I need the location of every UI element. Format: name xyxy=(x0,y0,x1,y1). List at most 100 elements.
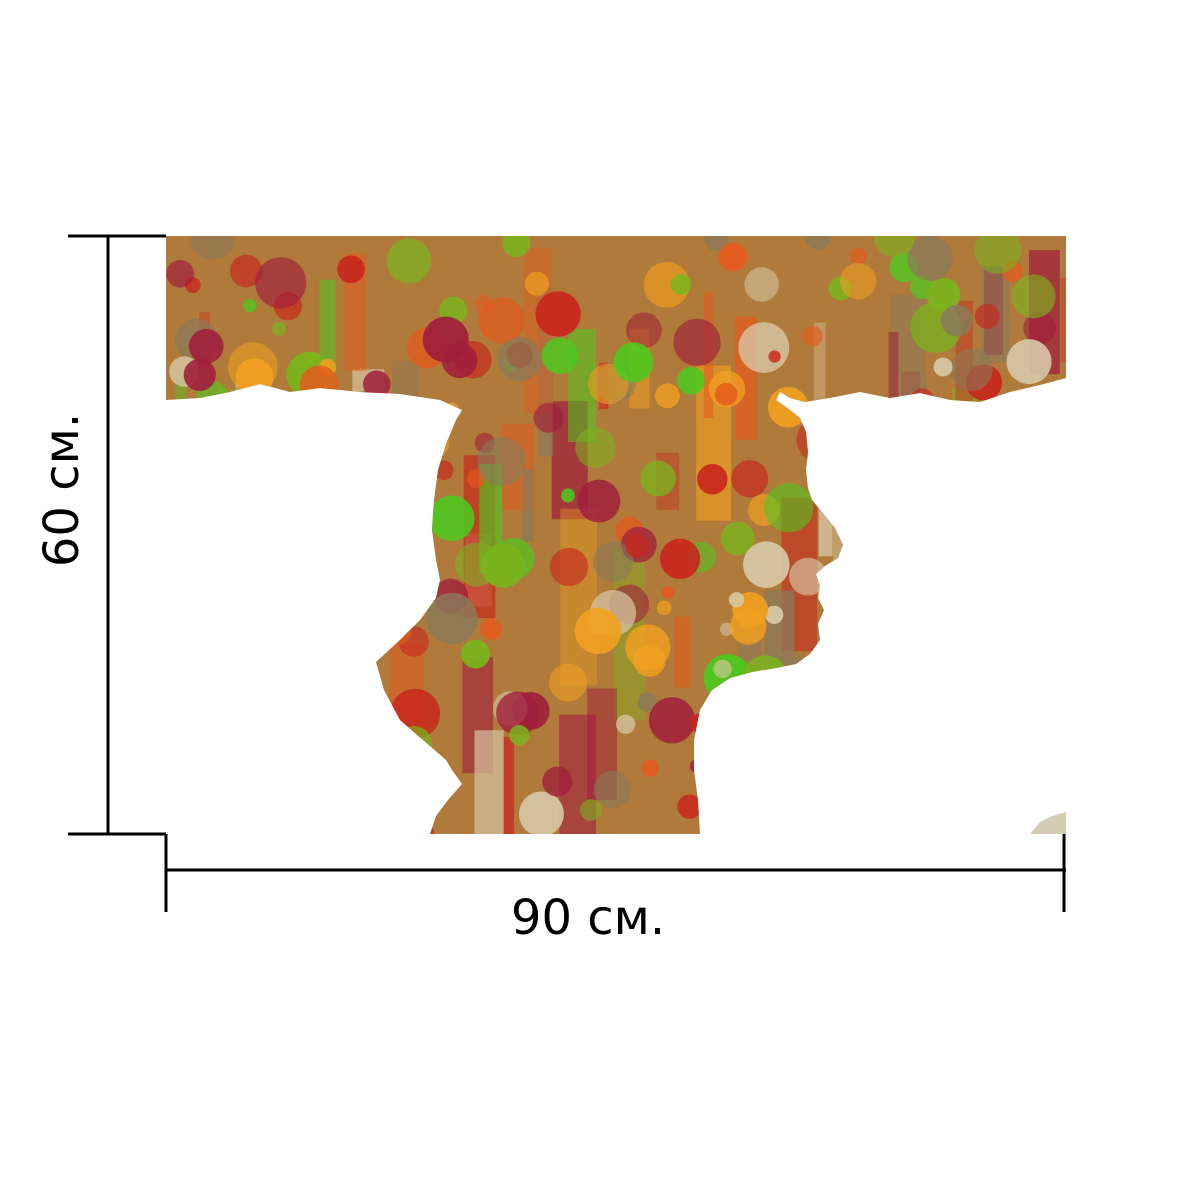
paint-dot xyxy=(265,506,298,540)
paint-dot xyxy=(190,236,236,260)
paint-streak xyxy=(964,548,983,676)
paint-dot xyxy=(180,519,207,546)
paint-dot xyxy=(234,602,263,631)
paint-dot xyxy=(324,545,341,562)
paint-dot xyxy=(378,587,413,622)
paint-dot xyxy=(904,746,952,795)
paint-dot xyxy=(293,724,332,763)
paint-dot xyxy=(549,547,589,587)
paint-streak xyxy=(735,724,771,793)
paint-dot xyxy=(892,486,914,508)
paint-streak xyxy=(996,621,1025,743)
paint-dot xyxy=(384,523,405,545)
paint-dot xyxy=(764,483,814,533)
paint-streak xyxy=(502,736,515,834)
paint-dot xyxy=(916,754,958,796)
paint-dot xyxy=(643,262,690,308)
paint-dot xyxy=(288,468,329,509)
paint-dot xyxy=(243,298,257,313)
paint-dot xyxy=(729,608,767,645)
paint-dot xyxy=(714,382,738,406)
paint-streak xyxy=(523,469,534,542)
paint-dot xyxy=(166,560,210,605)
paint-dot xyxy=(917,602,969,654)
paint-streak xyxy=(945,678,976,834)
paint-dot xyxy=(697,463,728,495)
paint-dot xyxy=(814,663,867,715)
paint-dot xyxy=(363,370,391,398)
paint-streak xyxy=(833,510,862,584)
paint-dot xyxy=(661,586,675,599)
paint-dot xyxy=(245,707,285,747)
paint-dot xyxy=(541,337,578,374)
artwork-image xyxy=(166,236,1066,834)
paint-dot xyxy=(992,560,1029,598)
paint-dot xyxy=(804,728,854,777)
paint-dot xyxy=(393,427,438,472)
paint-dot xyxy=(673,318,721,366)
paint-streak xyxy=(674,616,691,688)
paint-dot xyxy=(873,236,915,257)
paint-dot xyxy=(892,443,942,493)
paint-dot xyxy=(575,427,616,469)
paint-dot xyxy=(228,342,278,393)
paint-dot xyxy=(960,668,973,681)
paint-dot xyxy=(904,616,942,653)
paint-streak xyxy=(739,752,748,834)
paint-dot xyxy=(166,793,193,834)
paint-dot xyxy=(796,416,843,464)
paint-dot xyxy=(958,787,990,819)
paint-dot xyxy=(243,650,283,691)
paint-dot xyxy=(202,675,230,702)
paint-dot xyxy=(496,691,540,736)
paint-dot xyxy=(337,255,365,284)
paint-streak xyxy=(888,331,899,474)
paint-dot xyxy=(704,236,729,252)
paint-dot xyxy=(690,713,711,734)
paint-dot xyxy=(1011,274,1056,319)
paint-streak xyxy=(718,776,750,834)
paint-dot xyxy=(708,752,725,770)
paint-dot xyxy=(181,484,221,523)
paint-dot xyxy=(972,656,1011,695)
paint-streak xyxy=(737,634,762,737)
paint-dot xyxy=(659,538,701,580)
paint-dot xyxy=(901,455,922,476)
paint-dot xyxy=(883,649,905,671)
paint-streak xyxy=(235,382,272,545)
paint-dot xyxy=(925,711,951,737)
paint-dot xyxy=(893,476,919,502)
paint-dot xyxy=(654,383,680,409)
paint-dot xyxy=(971,678,990,697)
paint-dot xyxy=(288,714,316,742)
paint-dot xyxy=(181,583,204,605)
paint-dot xyxy=(974,236,1021,274)
paint-dot xyxy=(327,574,355,602)
width-dimension-line xyxy=(164,834,1066,912)
paint-dot xyxy=(478,297,525,344)
paint-dot xyxy=(757,814,778,834)
paint-dot xyxy=(768,350,781,363)
paint-dot xyxy=(171,542,221,592)
paint-dot xyxy=(193,500,224,531)
paint-dot xyxy=(379,614,412,647)
paint-dot xyxy=(875,810,912,834)
paint-dot xyxy=(444,402,460,418)
paint-streak xyxy=(710,765,725,825)
height-dimension-label: 60 см. xyxy=(34,412,90,568)
paint-streak xyxy=(384,491,423,591)
paint-streak xyxy=(218,389,244,501)
paint-dot xyxy=(728,592,745,608)
paint-dot xyxy=(926,552,940,565)
paint-streak xyxy=(847,438,878,483)
paint-dot xyxy=(641,759,659,777)
paint-dot xyxy=(370,741,418,789)
paint-dot xyxy=(826,655,859,689)
paint-dot xyxy=(940,304,973,337)
paint-dot xyxy=(1041,712,1061,733)
paint-dot xyxy=(744,267,779,302)
paint-dot xyxy=(939,608,967,637)
paint-dot xyxy=(549,663,588,702)
paint-dot xyxy=(389,571,419,600)
paint-dot xyxy=(721,689,765,734)
